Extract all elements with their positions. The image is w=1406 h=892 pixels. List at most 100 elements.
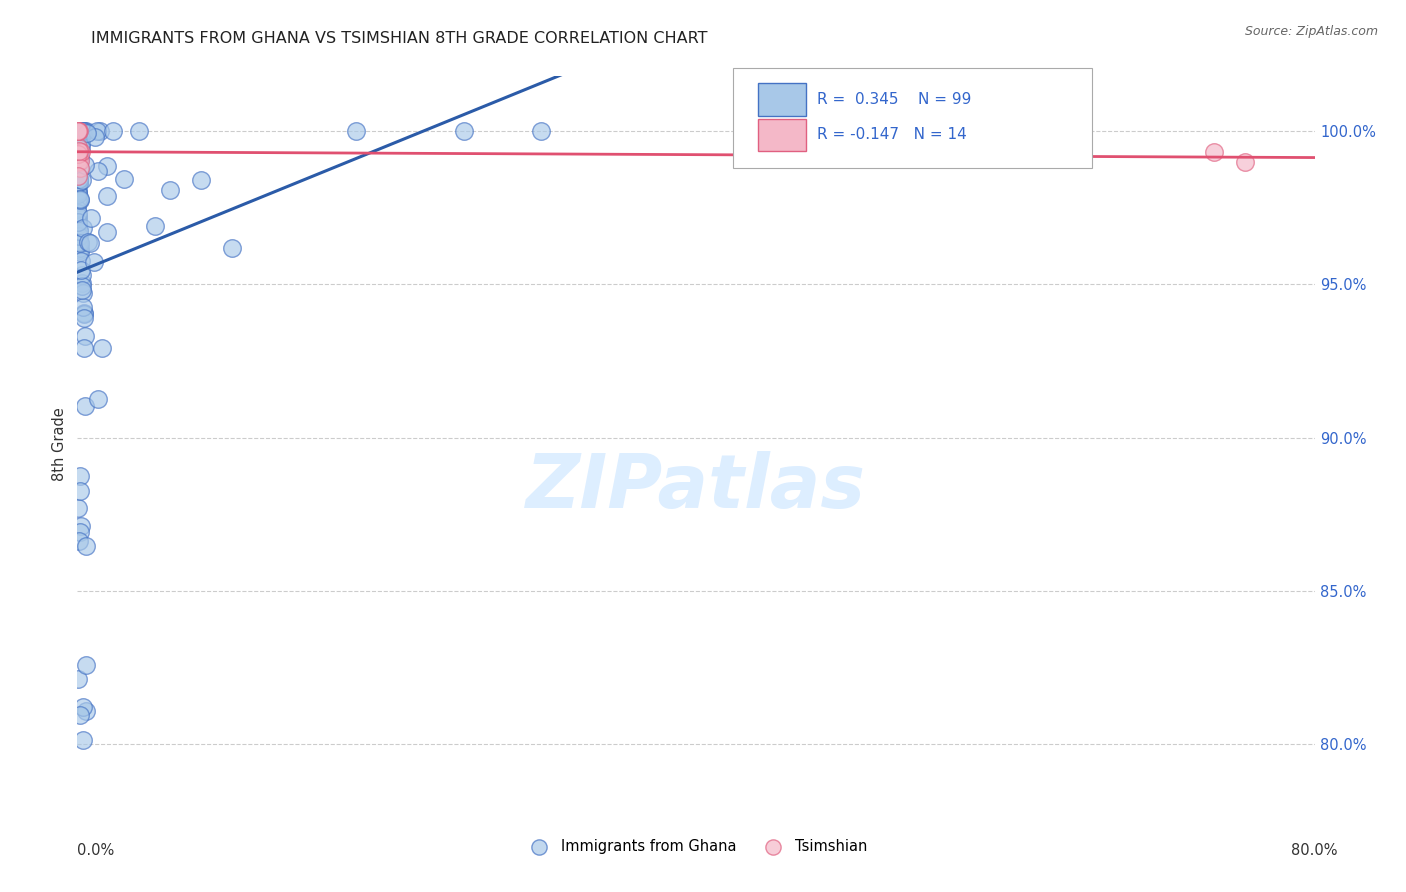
Point (67, 173, 90, 187)
Point (72, 124, 94, 138)
Point (69, 161, 91, 176)
Point (77, 235, 100, 250)
Point (72, 733, 94, 747)
FancyBboxPatch shape (758, 83, 806, 116)
Point (67, 145, 90, 159)
Point (67, 184, 90, 198)
Point (69, 243, 91, 257)
Point (1234, 154, 1257, 169)
Point (69, 236, 91, 251)
Point (143, 219, 166, 233)
Text: Source: ZipAtlas.com: Source: ZipAtlas.com (1244, 25, 1378, 38)
Point (96, 226, 118, 240)
Point (72, 221, 94, 235)
Point (73, 306, 96, 320)
Point (70, 136, 93, 151)
Point (67, 214, 90, 228)
Point (67, 176, 90, 190)
Point (67, 224, 90, 238)
Point (70, 279, 93, 293)
Text: R =  0.345    N = 99: R = 0.345 N = 99 (817, 92, 972, 107)
Point (67, 124, 90, 138)
Point (72, 300, 94, 314)
Point (69, 245, 91, 260)
Point (66, 151, 89, 165)
Point (128, 124, 150, 138)
Point (67, 218, 90, 232)
Point (190, 173, 212, 187)
Point (453, 124, 475, 138)
Point (70, 124, 93, 138)
Point (73, 310, 96, 325)
Point (67, 229, 90, 244)
Point (221, 241, 243, 255)
Point (79, 235, 101, 250)
Point (67, 218, 90, 232)
Point (87, 392, 110, 406)
Point (66, 169, 89, 183)
Point (75, 539, 97, 553)
Point (69, 254, 91, 268)
Point (70, 124, 93, 138)
Point (69, 235, 91, 249)
Point (73, 399, 96, 413)
Point (69, 143, 91, 157)
Text: 0.0%: 0.0% (77, 843, 114, 858)
Point (72, 700, 94, 714)
Point (67, 175, 90, 189)
Text: IMMIGRANTS FROM GHANA VS TSIMSHIAN 8TH GRADE CORRELATION CHART: IMMIGRANTS FROM GHANA VS TSIMSHIAN 8TH G… (91, 31, 707, 46)
Point (1204, 145, 1226, 160)
Point (67, 500, 90, 515)
Point (70, 276, 93, 290)
Point (70, 519, 93, 533)
Point (79, 211, 101, 226)
Point (76, 126, 98, 140)
Point (66, 192, 89, 206)
Point (89, 124, 111, 138)
Text: 80.0%: 80.0% (1291, 843, 1339, 858)
Point (69, 154, 91, 169)
Point (67, 672, 90, 686)
Point (70, 173, 93, 187)
Point (69, 524, 91, 539)
Point (69, 153, 91, 167)
Point (73, 158, 96, 172)
Point (112, 171, 135, 186)
Point (70, 136, 93, 150)
Point (70, 124, 93, 138)
Point (67, 223, 90, 237)
Point (69, 484, 91, 499)
Point (87, 164, 110, 178)
FancyBboxPatch shape (758, 119, 806, 151)
Text: ZIPatlas: ZIPatlas (526, 451, 866, 524)
Point (75, 329, 97, 343)
Point (75, 704, 97, 718)
Point (67, 534, 90, 549)
Point (91, 342, 114, 356)
Point (66, 155, 89, 169)
Point (67, 140, 90, 154)
Point (69, 161, 91, 175)
Point (73, 307, 96, 321)
Point (83, 255, 105, 269)
Point (69, 193, 91, 207)
Point (70, 263, 93, 277)
Point (66, 146, 89, 161)
Point (69, 193, 91, 207)
Point (67, 185, 90, 199)
Point (86, 124, 108, 138)
Y-axis label: 8th Grade: 8th Grade (52, 407, 67, 481)
Point (69, 235, 91, 250)
Point (66, 124, 89, 138)
Point (159, 183, 181, 197)
Point (70, 124, 93, 138)
Point (67, 172, 90, 186)
Point (69, 235, 91, 250)
Point (344, 124, 367, 138)
Point (67, 171, 90, 186)
Point (69, 707, 91, 722)
Point (70, 268, 93, 283)
Point (69, 150, 91, 164)
Point (101, 124, 124, 138)
Point (73, 124, 96, 138)
